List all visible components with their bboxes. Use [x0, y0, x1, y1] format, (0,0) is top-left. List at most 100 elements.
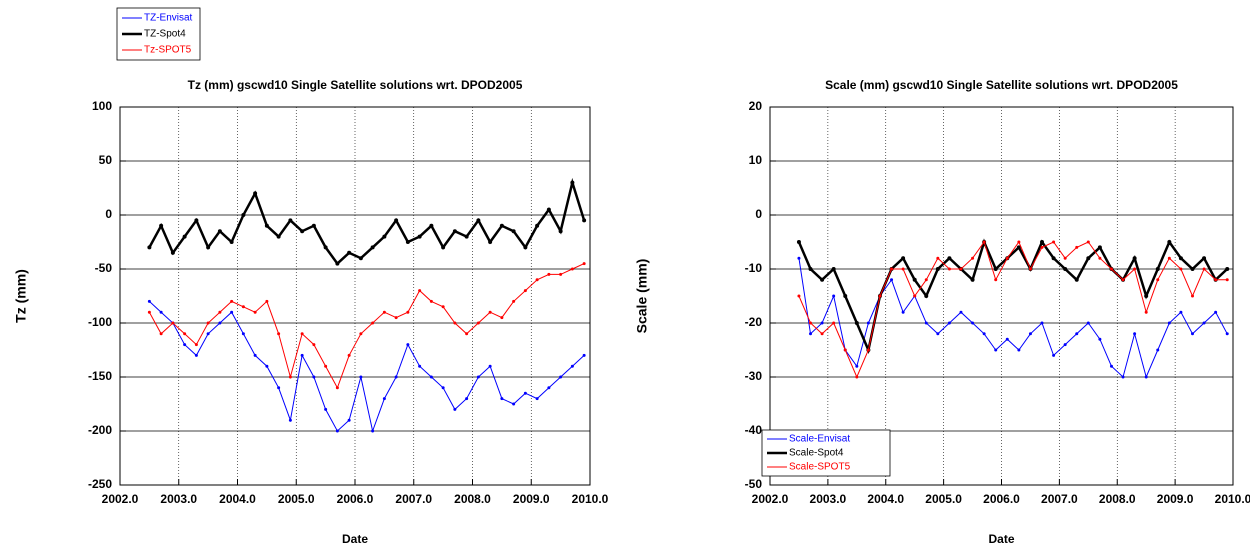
- point: [241, 332, 245, 336]
- point: [866, 348, 870, 352]
- point: [936, 256, 940, 260]
- y-tick-label: 100: [92, 99, 112, 113]
- point: [418, 289, 422, 293]
- point: [159, 310, 163, 314]
- point: [901, 310, 905, 314]
- point: [854, 321, 859, 325]
- point: [194, 353, 198, 357]
- point: [1190, 267, 1195, 271]
- legend-label: TZ-Envisat: [144, 13, 193, 24]
- point: [465, 397, 469, 401]
- x-tick-label: 2009.0: [1157, 492, 1194, 506]
- point: [1017, 348, 1021, 352]
- point: [890, 267, 894, 271]
- point: [535, 397, 539, 401]
- point: [559, 375, 563, 379]
- series-line: [148, 177, 586, 266]
- point: [1017, 240, 1021, 244]
- point: [429, 299, 433, 303]
- point: [1167, 256, 1171, 260]
- point: [441, 305, 445, 309]
- legend-label: Scale-Spot4: [789, 448, 844, 459]
- point: [159, 332, 163, 336]
- point: [311, 223, 316, 228]
- y-tick-label: 0: [755, 207, 762, 221]
- point: [1178, 256, 1183, 261]
- point: [230, 299, 234, 303]
- point: [1167, 321, 1171, 325]
- point: [1132, 256, 1137, 261]
- point: [382, 234, 387, 239]
- point: [312, 375, 316, 379]
- y-tick-label: -50: [95, 261, 113, 275]
- point: [1121, 375, 1125, 379]
- x-tick-label: 2002.0: [752, 492, 789, 506]
- point: [324, 364, 328, 368]
- point: [809, 332, 813, 336]
- point: [452, 229, 457, 234]
- point: [194, 218, 199, 223]
- point: [465, 332, 469, 336]
- y-axis-label: Scale (mm): [634, 259, 650, 334]
- point: [300, 332, 304, 336]
- point: [170, 250, 175, 255]
- point: [1086, 321, 1090, 325]
- point: [1074, 277, 1079, 282]
- point: [1214, 278, 1218, 282]
- point: [453, 407, 457, 411]
- point: [1214, 310, 1218, 314]
- point: [394, 218, 399, 223]
- point: [370, 245, 375, 250]
- point: [947, 321, 951, 325]
- point: [1109, 364, 1113, 368]
- point: [1144, 294, 1149, 298]
- point: [843, 294, 848, 298]
- point: [1098, 337, 1102, 341]
- point: [406, 310, 410, 314]
- point: [159, 223, 164, 228]
- x-axis-label: Date: [988, 532, 1014, 546]
- point: [947, 256, 952, 261]
- point: [832, 294, 836, 298]
- point: [194, 343, 198, 347]
- legend-label: TZ-Spot4: [144, 29, 186, 40]
- y-tick-label: -20: [745, 315, 763, 329]
- point: [1063, 267, 1068, 271]
- point: [523, 391, 527, 395]
- point: [924, 278, 928, 282]
- point: [820, 321, 824, 325]
- point: [511, 229, 516, 234]
- point: [324, 407, 328, 411]
- point: [429, 375, 433, 379]
- point: [546, 207, 551, 212]
- point: [288, 375, 292, 379]
- y-tick-label: 20: [749, 99, 763, 113]
- point: [500, 397, 504, 401]
- point: [347, 353, 351, 357]
- point: [182, 234, 187, 239]
- point: [476, 321, 480, 325]
- point: [206, 321, 210, 325]
- legend-label: Scale-SPOT5: [789, 462, 851, 473]
- point: [570, 364, 574, 368]
- x-tick-label: 2005.0: [925, 492, 962, 506]
- y-tick-label: -50: [745, 477, 763, 491]
- point: [1225, 267, 1230, 271]
- point: [358, 256, 363, 261]
- chart-title: Scale (mm) gscwd10 Single Satellite solu…: [825, 78, 1178, 92]
- point: [924, 321, 928, 325]
- legend-label: Scale-Envisat: [789, 434, 850, 445]
- x-tick-label: 2006.0: [337, 492, 374, 506]
- point: [959, 310, 963, 314]
- point: [947, 267, 951, 271]
- y-tick-label: -40: [745, 423, 763, 437]
- point: [890, 278, 894, 282]
- y-tick-label: -200: [88, 423, 112, 437]
- point: [417, 234, 422, 239]
- point: [1225, 278, 1229, 282]
- y-tick-label: 0: [105, 207, 112, 221]
- point: [820, 277, 825, 282]
- point: [1063, 343, 1067, 347]
- y-tick-label: 50: [99, 153, 113, 167]
